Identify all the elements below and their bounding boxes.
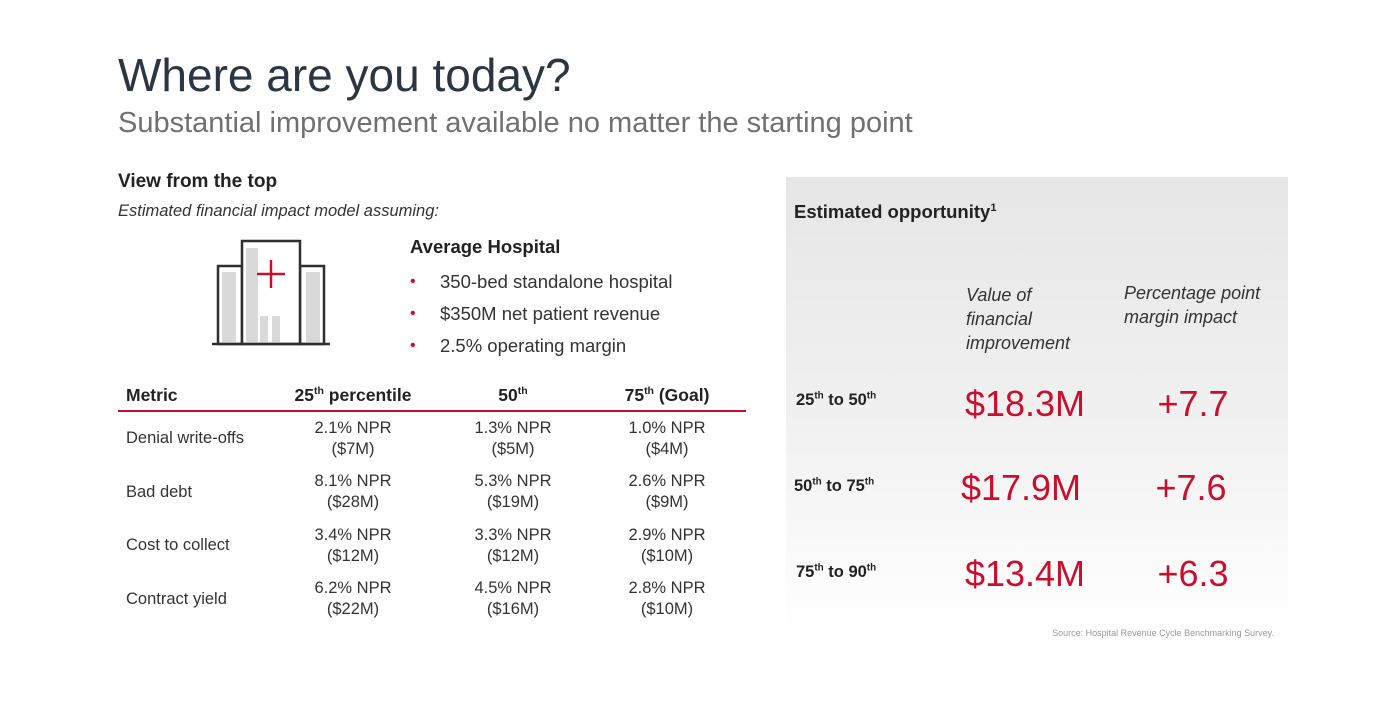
table-cell: 1.0% NPR ($4M) [628, 418, 706, 458]
table-cell: 2.6% NPR ($9M) [628, 472, 706, 512]
column-header-value: Value of financial improvement [966, 285, 1071, 353]
range-label: 75th to 90th [796, 562, 877, 581]
hospital-profile-title: Average Hospital [410, 236, 561, 257]
table-cell: 1.3% NPR ($5M) [474, 418, 552, 458]
list-item: • 2.5% operating margin [410, 330, 672, 362]
range-label: 25th to 50th [796, 390, 877, 409]
value-figure: $17.9M [960, 467, 1082, 508]
header-metric: Metric [126, 385, 178, 405]
table-cell: 2.9% NPR ($10M) [628, 525, 706, 565]
table-row: Denial write-offs 2.1% NPR ($7M) 1.3% NPR… [118, 411, 746, 466]
hospital-profile-list: • 350-bed standalone hospital • $350M net … [410, 266, 672, 362]
bullet-icon: • [410, 337, 416, 354]
header-25th: 25th percentile [294, 385, 412, 405]
slide-subtitle: Substantial improvement available no mat… [118, 107, 913, 139]
list-item: • 350-bed standalone hospital [410, 266, 672, 298]
opportunity-title: Estimated opportunity1 [794, 201, 997, 222]
bullet-text: 2.5% operating margin [440, 335, 627, 356]
impact-figure: +6.3 [1157, 553, 1229, 594]
table-header-row: Metric 25th percentile 50th 75th (Goal) [118, 378, 746, 411]
table-row: Cost to collect 3.4% NPR ($12M) 3.3% NPR(… [118, 519, 746, 573]
table-row: Contract yield 6.2% NPR ($22M) 4.5% NPR ($… [118, 573, 746, 627]
bullet-icon: • [410, 305, 416, 322]
range-label: 50th to 75th [794, 476, 875, 495]
section-subtitle: Estimated financial impact model assumin… [118, 202, 439, 220]
bullet-text: 350-bed standalone hospital [440, 271, 673, 292]
metric-name: Cost to collect [126, 536, 230, 555]
opportunity-panel: Estimated opportunity1 Value of financia… [786, 177, 1288, 638]
metric-name: Contract yield [126, 589, 227, 608]
bullet-icon: • [410, 273, 416, 290]
metric-name: Bad debt [126, 482, 193, 501]
column-header-impact: Percentage point margin impact [1124, 283, 1261, 327]
source-note: Source: Hospital Revenue Cycle Benchmark… [1052, 628, 1274, 638]
header-50th: 50th [498, 385, 528, 405]
value-figure: $13.4M [964, 553, 1086, 594]
table-row: Bad debt 8.1% NPR ($28M) 5.3% NPR ($19M) 2… [118, 466, 746, 520]
table-cell: 5.3% NPR ($19M) [474, 472, 552, 512]
table-cell: 3.4% NPR ($12M) [314, 525, 392, 565]
metric-name: Denial write-offs [126, 429, 244, 448]
footnote-marker: 1 [990, 201, 997, 214]
list-item: • $350M net patient revenue [410, 298, 672, 330]
table-cell: 8.1% NPR ($28M) [314, 472, 392, 512]
impact-figure: +7.7 [1157, 383, 1229, 424]
table-cell: 3.3% NPR ($12M) [474, 525, 552, 565]
slide-title: Where are you today? [118, 49, 571, 101]
table-cell: 6.2% NPR ($22M) [314, 579, 392, 619]
section-title: View from the top [118, 171, 278, 192]
impact-figure: +7.6 [1155, 467, 1227, 508]
table-cell: 4.5% NPR ($16M) [474, 579, 552, 619]
header-75th-goal: 75th (Goal) [624, 385, 710, 405]
metric-table: Metric 25th percentile 50th 75th (Goal) … [118, 378, 746, 626]
hospital-icon [212, 239, 330, 346]
table-cell: 2.8% NPR ($10M) [628, 579, 706, 619]
bullet-text: $350M net patient revenue [440, 303, 661, 324]
table-cell: 2.1% NPR ($7M) [314, 418, 392, 458]
value-figure: $18.3M [964, 383, 1086, 424]
